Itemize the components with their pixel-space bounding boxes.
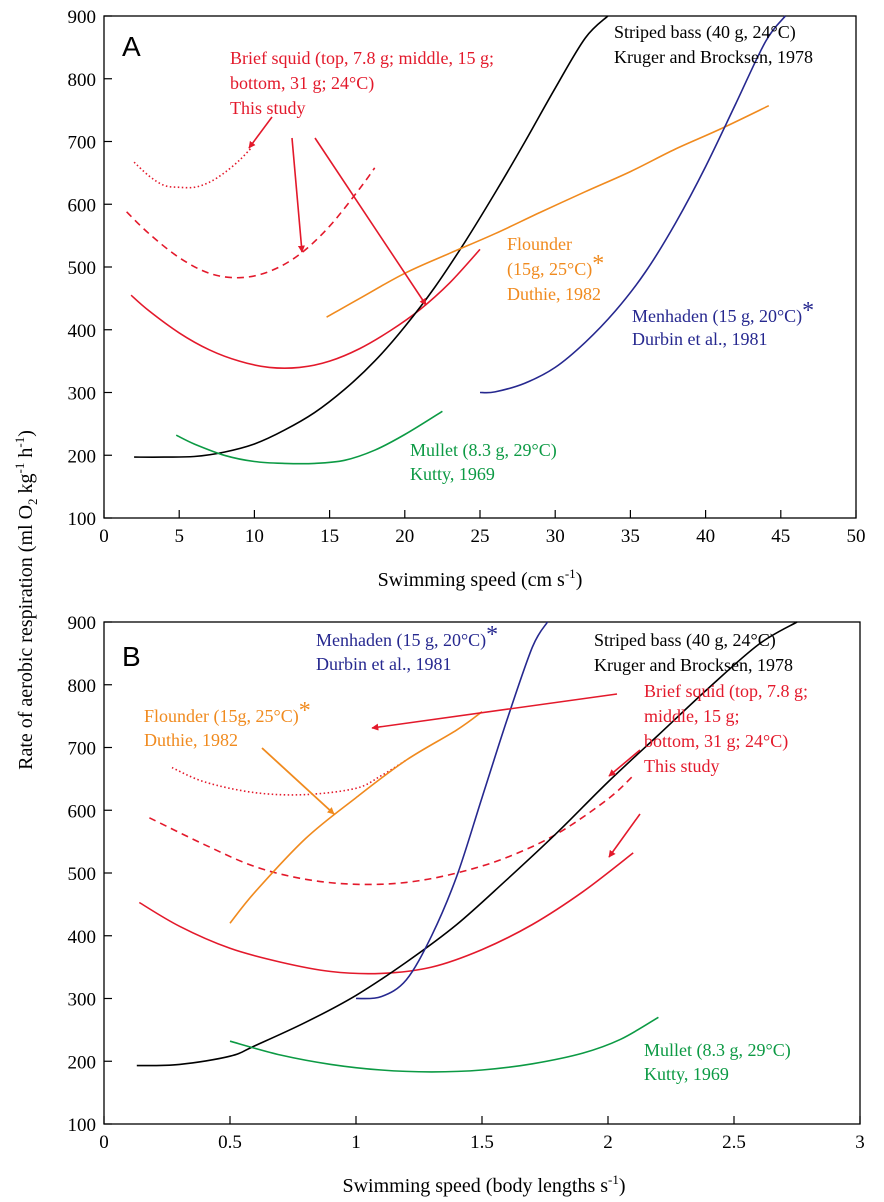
y-tick-label-b: 100 — [68, 1115, 97, 1136]
x-tick-label-b: 2.5 — [722, 1132, 746, 1153]
y-tick-label-b: 400 — [68, 927, 97, 948]
annotation-a-mullet-line-1: Mullet (8.3 g, 29°C) — [410, 440, 557, 461]
annotation-b-menhaden-asterisk: * — [486, 622, 498, 648]
annotation-a-menhaden-line-1: Menhaden (15 g, 20°C) — [632, 306, 802, 327]
y-tick-label-b: 900 — [68, 613, 97, 634]
series-line-b-mullet — [230, 1017, 658, 1072]
arrow-a-squid-middle — [292, 138, 302, 252]
x-tick-label-a: 50 — [847, 526, 866, 547]
annotation-a-menhaden-asterisk: * — [802, 298, 814, 324]
annotation-b-squid-line-2: middle, 15 g; — [644, 706, 740, 726]
x-tick-label-a: 30 — [546, 526, 565, 547]
x-tick-label-a: 45 — [771, 526, 790, 547]
series-line-b-menhaden — [356, 622, 548, 999]
y-tick-label-a: 700 — [68, 133, 97, 154]
annotation-b-flounder-asterisk: * — [299, 698, 311, 724]
annotation-a-bass: Striped bass (40 g, 24°C) Kruger and Bro… — [614, 22, 813, 67]
annotation-b-flounder-line-1: Flounder (15g, 25°C) — [144, 706, 299, 727]
panel-b: B 0 0.5 1 1.5 2 2.5 3 100 200 300 400 500 600 700 800 9… — [68, 613, 865, 1197]
series-line-a-squid-top — [134, 148, 251, 188]
y-axis-label: Rate of aerobic respiration (ml O2 kg-1 … — [12, 430, 40, 770]
y-tick-label-a: 500 — [68, 258, 97, 279]
annotation-a-menhaden: Menhaden (15 g, 20°C)* Durbin et al., 19… — [632, 298, 819, 349]
x-tick-label-b: 2 — [603, 1132, 613, 1153]
x-axis-label-b: Swimming speed (body lengths s-1) — [342, 1172, 625, 1197]
x-tick-label-a: 10 — [245, 526, 264, 547]
annotation-b-squid-line-1: Brief squid (top, 7.8 g; — [644, 681, 808, 702]
arrow-b-flounder — [262, 748, 334, 814]
y-tick-label-a: 900 — [68, 7, 97, 28]
x-tick-label-a: 15 — [320, 526, 339, 547]
series-line-a-mullet — [176, 411, 442, 463]
x-axis-label-a: Swimming speed (cm s-1) — [378, 566, 583, 591]
annotation-a-menhaden-line-2: Durbin et al., 1981 — [632, 329, 767, 349]
annotation-b-mullet-line-2: Kutty, 1969 — [644, 1064, 729, 1084]
annotation-a-squid: Brief squid (top, 7.8 g; middle, 15 g; b… — [230, 48, 498, 118]
y-tick-label-b: 700 — [68, 739, 97, 760]
series-a — [127, 16, 786, 464]
arrow-b-squid-top — [372, 694, 617, 728]
annotation-a-flounder-line-1: Flounder — [507, 234, 572, 254]
x-tick-label-b: 1.5 — [470, 1132, 494, 1153]
series-line-b-squid-top — [172, 760, 406, 795]
series-line-a-squid-bottom — [131, 249, 480, 368]
annotation-b-mullet: Mullet (8.3 g, 29°C) Kutty, 1969 — [644, 1040, 795, 1084]
annotation-a-flounder-line-3: Duthie, 1982 — [507, 284, 601, 304]
annotation-a-flounder-asterisk: * — [592, 251, 604, 277]
y-tick-label-a: 600 — [68, 195, 97, 216]
annotation-b-squid: Brief squid (top, 7.8 g; middle, 15 g; b… — [644, 681, 813, 776]
y-tick-label-a: 200 — [68, 446, 97, 467]
annotation-a-flounder: Flounder (15g, 25°C)* Duthie, 1982 — [507, 234, 609, 304]
annotation-b-flounder-line-2: Duthie, 1982 — [144, 730, 238, 750]
annotation-a-bass-line-1: Striped bass (40 g, 24°C) — [614, 22, 796, 43]
annotation-b-menhaden-line-1: Menhaden (15 g, 20°C) — [316, 630, 486, 651]
x-tick-label-b: 1 — [351, 1132, 361, 1153]
series-line-b-squid-bottom — [139, 853, 633, 974]
annotation-a-mullet: Mullet (8.3 g, 29°C) Kutty, 1969 — [410, 440, 561, 484]
x-tick-label-b: 0.5 — [218, 1132, 242, 1153]
x-tick-label-b: 0 — [99, 1132, 109, 1153]
y-tick-label-a: 800 — [68, 70, 97, 91]
x-tick-label-b: 3 — [855, 1132, 865, 1153]
series-line-b-flounder — [230, 712, 482, 924]
annotation-b-menhaden: Menhaden (15 g, 20°C)* Durbin et al., 19… — [316, 622, 503, 674]
arrow-b-squid-bottom — [609, 814, 640, 857]
annotation-b-bass-line-1: Striped bass (40 g, 24°C) — [594, 630, 776, 651]
annotation-a-squid-line-3: This study — [230, 98, 306, 118]
arrow-b-squid-middle — [609, 750, 640, 776]
y-tick-label-b: 600 — [68, 801, 97, 822]
x-tick-label-a: 0 — [99, 526, 109, 547]
y-tick-label-a: 100 — [68, 509, 97, 530]
annotation-b-squid-line-4: This study — [644, 756, 720, 776]
y-tick-label-a: 400 — [68, 321, 97, 342]
y-tick-label-a: 300 — [68, 384, 97, 405]
annotation-b-bass: Striped bass (40 g, 24°C) Kruger and Bro… — [594, 630, 793, 675]
x-tick-label-a: 20 — [395, 526, 414, 547]
x-tick-label-a: 40 — [696, 526, 715, 547]
x-tick-label-a: 35 — [621, 526, 640, 547]
annotation-a-squid-line-2: bottom, 31 g; 24°C) — [230, 73, 374, 94]
arrow-a-squid-top — [249, 117, 272, 148]
annotation-a-mullet-line-2: Kutty, 1969 — [410, 464, 495, 484]
y-tick-label-b: 500 — [68, 864, 97, 885]
y-tick-label-b: 800 — [68, 676, 97, 697]
y-tick-label-b: 200 — [68, 1052, 97, 1073]
annotation-a-squid-line-1: Brief squid (top, 7.8 g; middle, 15 g; — [230, 48, 494, 69]
annotation-b-squid-line-3: bottom, 31 g; 24°C) — [644, 731, 788, 752]
annotation-b-mullet-line-1: Mullet (8.3 g, 29°C) — [644, 1040, 791, 1061]
annotation-b-bass-line-2: Kruger and Brocksen, 1978 — [594, 655, 793, 675]
x-tick-label-a: 25 — [471, 526, 490, 547]
annotation-b-menhaden-line-2: Durbin et al., 1981 — [316, 654, 451, 674]
panel-a: A 0 5 10 15 20 25 30 35 40 45 50 100 200 300 400 500 600… — [68, 7, 866, 591]
panel-letter-b: B — [122, 641, 141, 672]
y-tick-label-b: 300 — [68, 990, 97, 1011]
annotation-a-bass-line-2: Kruger and Brocksen, 1978 — [614, 47, 813, 67]
x-tick-label-a: 5 — [174, 526, 184, 547]
arrow-a-squid-bottom — [315, 138, 426, 305]
annotation-a-flounder-line-2: (15g, 25°C) — [507, 259, 592, 280]
series-line-a-squid-middle — [127, 168, 375, 278]
panel-letter-a: A — [122, 31, 141, 62]
annotation-b-flounder: Flounder (15g, 25°C)* Duthie, 1982 — [144, 698, 315, 750]
